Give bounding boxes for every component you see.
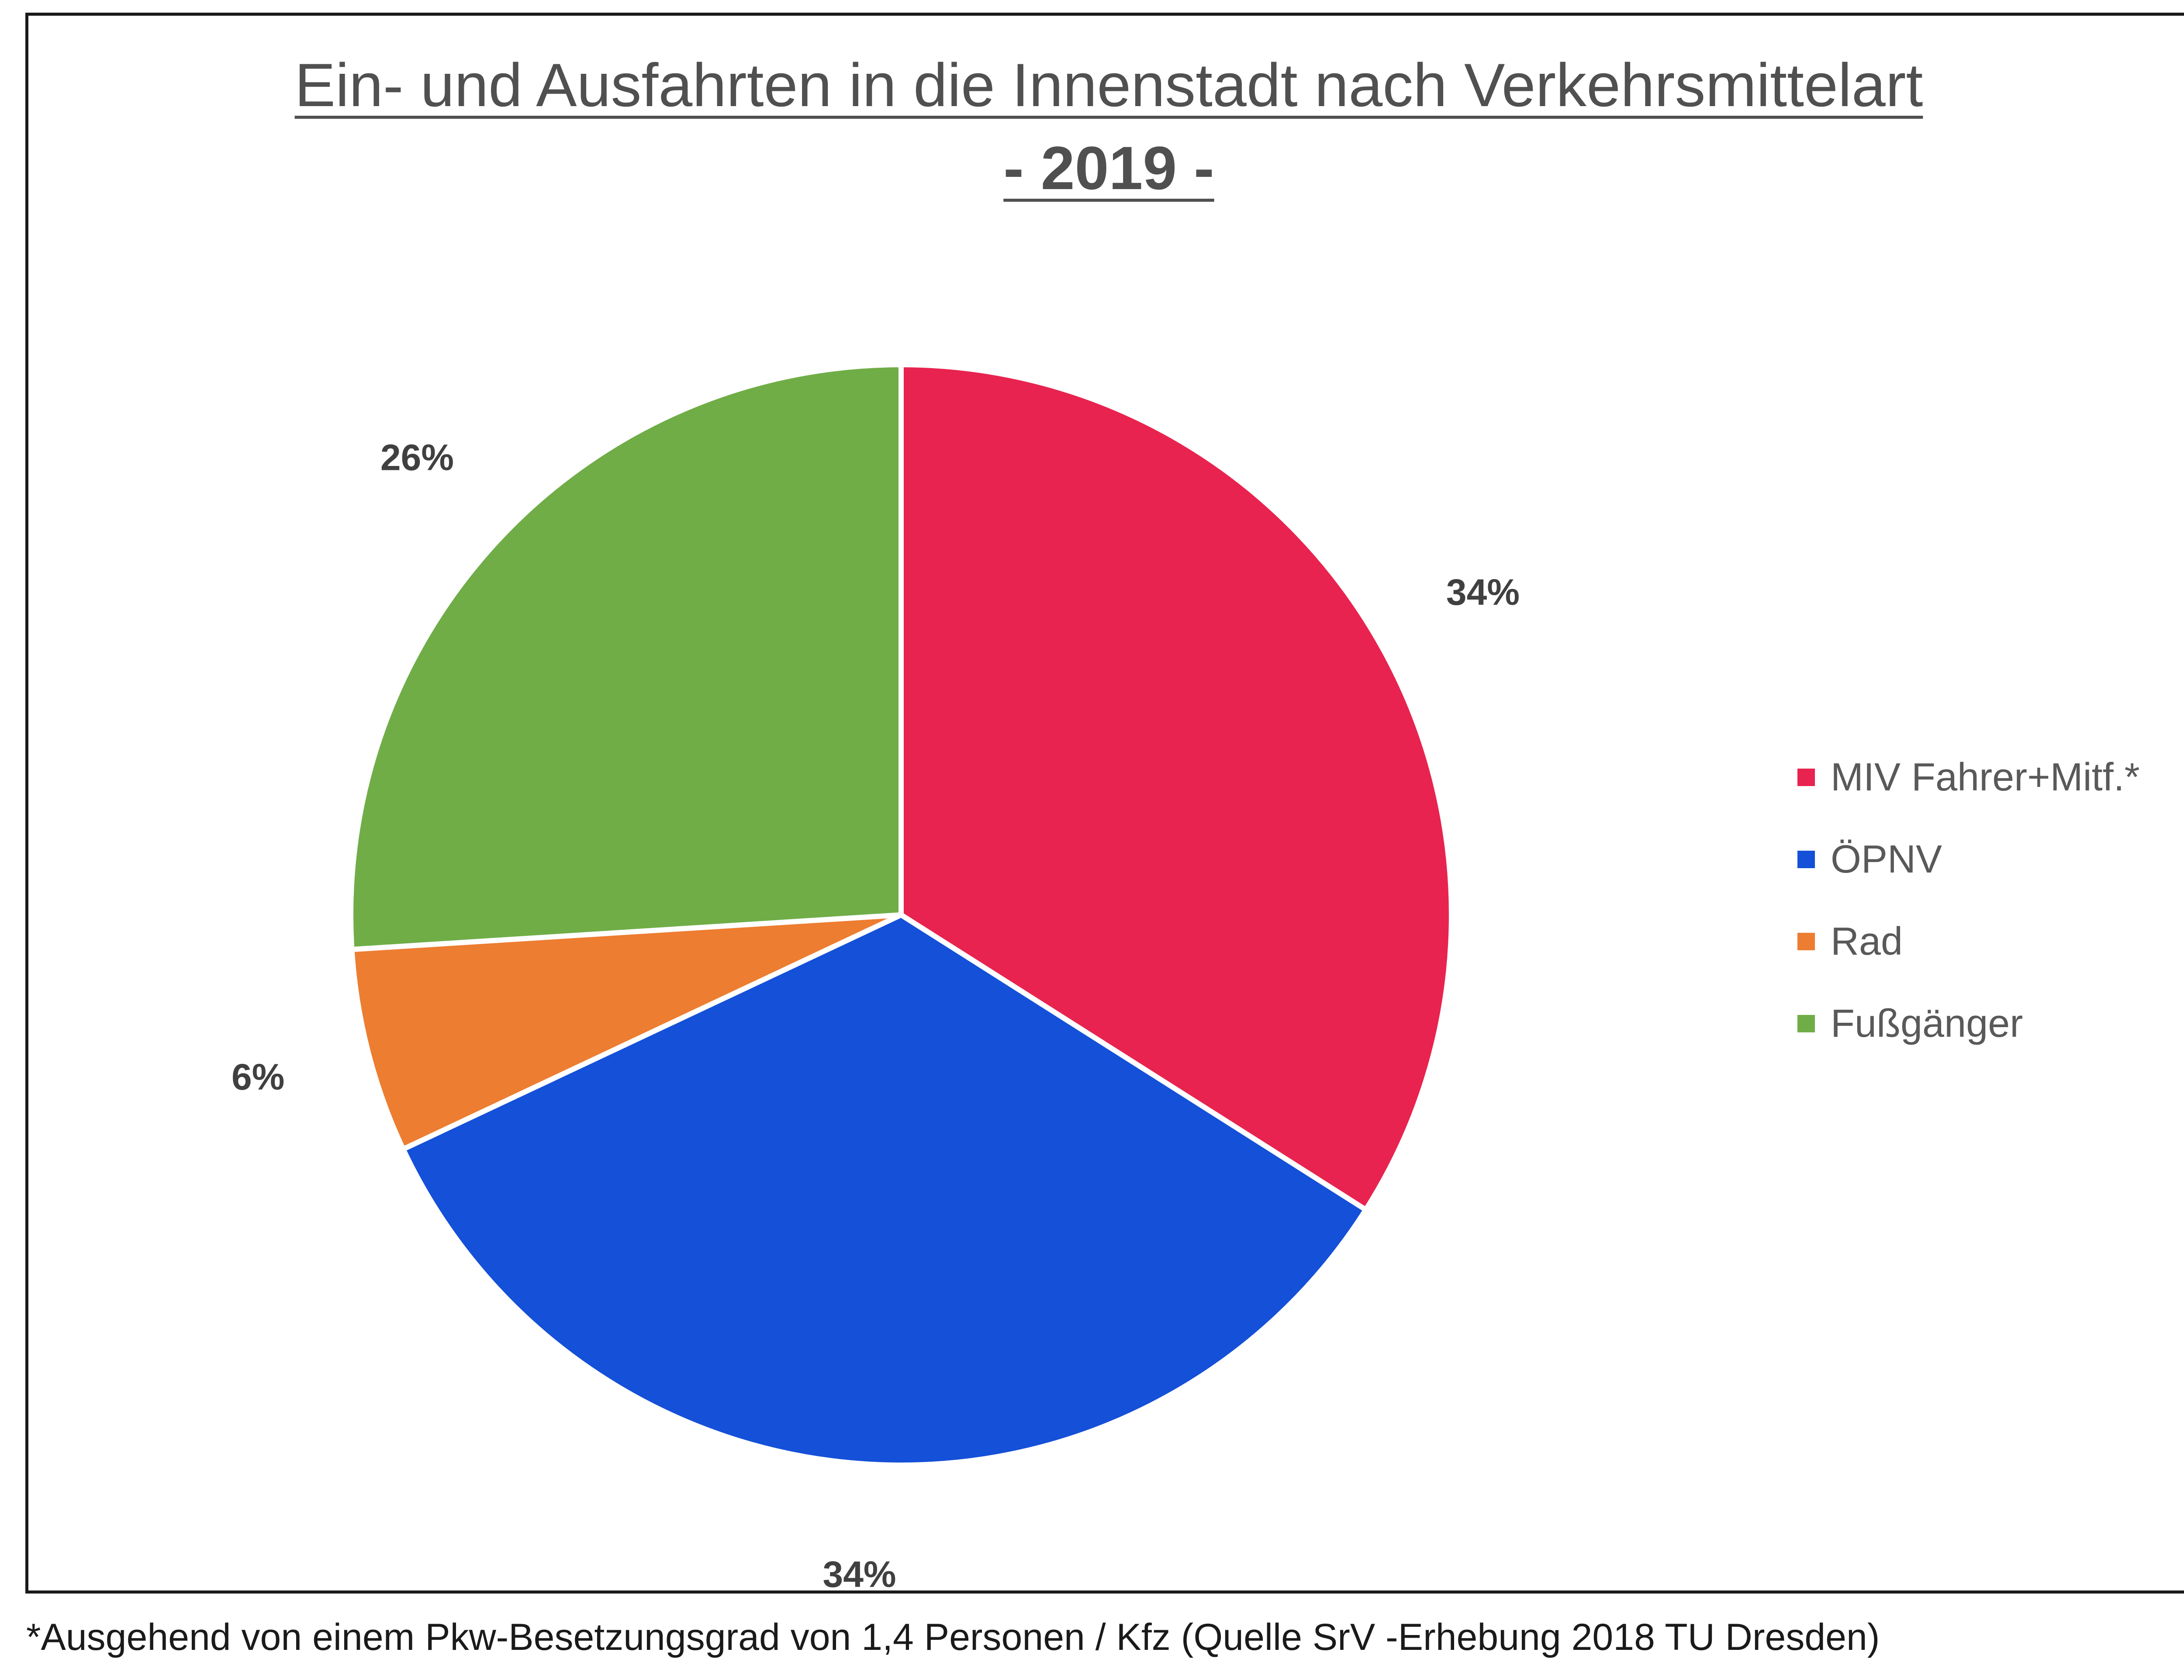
legend-item-oepnv: ÖPNV [1797,838,2140,881]
chart-legend: MIV Fahrer+Mitf.* ÖPNV Rad Fußgänger [1797,755,2140,1084]
legend-swatch [1797,769,1815,786]
chart-title-block: Ein- und Ausfahrten in die Innenstadt na… [0,44,2184,210]
legend-swatch [1797,1015,1815,1032]
legend-item-rad: Rad [1797,920,2140,963]
legend-item-miv: MIV Fahrer+Mitf.* [1797,755,2140,799]
data-label-oepnv: 34% [822,1554,896,1595]
footnote: *Ausgehend von einem Pkw-Besetzungsgrad … [26,1616,1880,1658]
legend-label: Rad [1831,919,1903,963]
data-label-rad: 6% [232,1056,284,1097]
slice-fussgaenger [348,362,904,952]
legend-label: MIV Fahrer+Mitf.* [1831,755,2140,799]
legend-swatch [1797,851,1815,868]
chart-subtitle: - 2019 - [1003,134,1214,202]
legend-item-fussgaenger: Fußgänger [1797,1002,2140,1045]
legend-swatch [1797,933,1815,950]
slice-rad [349,912,904,1152]
chart-title-line: Ein- und Ausfahrten in die Innenstadt na… [0,44,2184,127]
slice-oepnv [400,912,1368,1468]
legend-label: ÖPNV [1831,837,1942,881]
data-label-miv: 34% [1446,572,1520,613]
slice-miv [898,362,1454,1213]
chart-title: Ein- und Ausfahrten in die Innenstadt na… [294,51,1923,119]
chart-subtitle-line: - 2019 - [0,127,2184,210]
legend-label: Fußgänger [1831,1001,2023,1045]
data-label-fussgaenger: 26% [380,437,454,478]
